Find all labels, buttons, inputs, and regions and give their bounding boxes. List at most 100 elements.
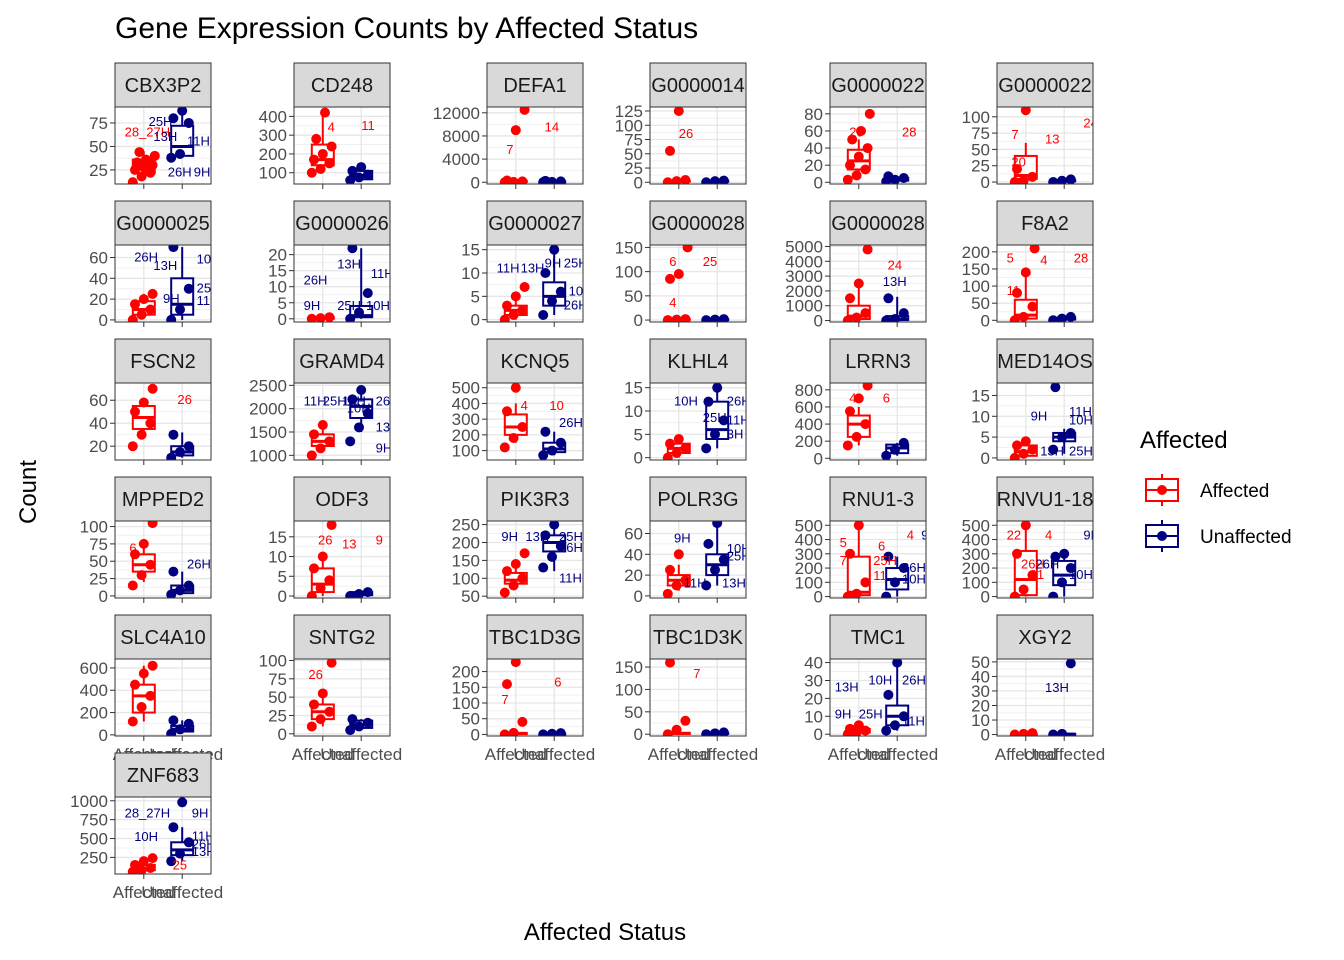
point-unaffected (549, 521, 560, 530)
point-label: 10H (902, 571, 926, 586)
point-label: 25H (149, 114, 173, 129)
point-unaffected (881, 591, 892, 598)
y-tick-label: 0 (634, 449, 643, 468)
point-unaffected (701, 729, 712, 736)
point-unaffected (1065, 174, 1076, 184)
y-tick-label: 50 (461, 587, 480, 606)
y-tick-label: 10 (461, 264, 480, 283)
y-tick-label: 300 (795, 545, 823, 564)
strip-label: MED14OS (997, 351, 1093, 373)
panel-border (486, 244, 584, 323)
point-affected (499, 314, 510, 322)
point-label: 11H (371, 266, 394, 281)
y-tick-label: 200 (452, 663, 480, 682)
point-affected (845, 406, 855, 417)
point-affected (1018, 311, 1029, 322)
y-tick-label: 200 (452, 533, 480, 552)
point-label: 6 (554, 675, 561, 690)
y-tick-label: 50 (461, 710, 480, 729)
x-tick-label-unaffected: Unaffected (513, 745, 595, 764)
y-tick-label: 25 (268, 706, 287, 725)
point-affected (132, 157, 143, 168)
point-unaffected (362, 587, 373, 598)
point-unaffected (547, 551, 557, 562)
point-affected (860, 308, 871, 319)
y-tick-label: 200 (795, 432, 823, 451)
strip-label: ZNF683 (127, 765, 199, 787)
point-label: 11H (1069, 404, 1092, 419)
point-label: 9H (194, 165, 211, 180)
strip-label: G0000022 (831, 75, 924, 97)
point-unaffected (555, 176, 566, 184)
point-unaffected (345, 725, 356, 736)
panel-border (114, 520, 212, 599)
point-unaffected (347, 714, 358, 725)
y-tick-label: 20 (804, 156, 823, 175)
y-tick-label: 150 (615, 238, 643, 257)
point-label: 9H (1083, 527, 1100, 542)
point-unaffected (356, 385, 367, 395)
point-affected (845, 723, 855, 734)
point-label: 22 (1007, 527, 1021, 542)
point-unaffected (1059, 548, 1070, 559)
strip (829, 338, 927, 384)
y-tick-label: 15 (461, 241, 480, 260)
strip (114, 614, 212, 660)
point-label: 4 (669, 295, 676, 310)
point-unaffected (1050, 383, 1061, 393)
point-label: 10H (1069, 567, 1093, 582)
point-unaffected (168, 566, 179, 577)
point-affected (508, 727, 519, 736)
point-label: 4 (1040, 252, 1047, 267)
point-unaffected (892, 659, 903, 668)
point-affected (138, 668, 149, 679)
point-label: 5 (1007, 251, 1014, 266)
point-label: 26H (304, 272, 328, 287)
point-unaffected (881, 315, 892, 322)
point-unaffected (168, 113, 179, 124)
panel-border (996, 382, 1094, 461)
strip (293, 614, 391, 660)
point-label: 11H (727, 412, 750, 427)
point-label: 13 (1045, 132, 1059, 147)
y-tick-label: 30 (804, 671, 823, 690)
plot-area (294, 383, 390, 460)
strip (486, 200, 584, 246)
point-affected (517, 422, 528, 432)
point-affected (662, 729, 673, 736)
point-affected (853, 393, 864, 404)
point-unaffected (538, 450, 549, 460)
point-affected (315, 714, 326, 725)
point-affected (508, 310, 519, 320)
point-unaffected (547, 296, 557, 306)
strip-label: CD248 (311, 75, 373, 97)
legend-key-point (1157, 485, 1167, 495)
point-affected (1018, 175, 1029, 184)
y-tick-label: 500 (80, 830, 108, 849)
point-label: 7 (501, 692, 508, 707)
point-label: 24 (1083, 115, 1097, 130)
point-label: 10H (197, 252, 221, 267)
strip-label: RNVU1-18 (997, 489, 1094, 511)
point-affected (138, 294, 149, 305)
point-affected (130, 549, 140, 560)
panel-border (293, 244, 391, 323)
point-label: 6 (883, 390, 890, 405)
point-unaffected (1048, 444, 1059, 455)
y-tick-label: 600 (80, 659, 108, 678)
point-unaffected (168, 245, 179, 253)
point-unaffected (703, 396, 714, 407)
point-label: 6 (878, 539, 885, 554)
y-tick-label: 20 (268, 246, 287, 265)
y-tick-label: 100 (962, 573, 990, 592)
strip (293, 476, 391, 522)
point-unaffected (166, 314, 177, 322)
point-affected (1027, 171, 1038, 182)
point-label: 9H (674, 531, 691, 546)
point-affected (517, 573, 528, 584)
